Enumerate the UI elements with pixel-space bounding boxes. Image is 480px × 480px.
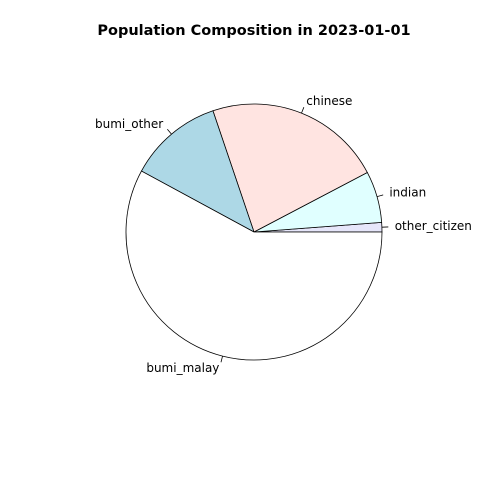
label-tick-chinese (301, 107, 305, 114)
slice-label-chinese: chinese (306, 94, 352, 108)
label-tick-bumi-malay (220, 355, 223, 363)
chart-title: Population Composition in 2023-01-01 (97, 23, 410, 39)
label-tick-bumi-other (167, 128, 172, 135)
pie-slices (125, 103, 383, 361)
slice-label-other-citizen: other_citizen (395, 219, 472, 233)
pie-slice-bumi-other (140, 110, 255, 233)
slice-label-indian: indian (389, 186, 426, 200)
label-tick-indian (376, 194, 384, 198)
slice-labels: other_citizen indian chinese bumi_otherbumi… (95, 94, 472, 375)
slice-label-bumi-malay: bumi_malay (146, 361, 219, 375)
slice-label-bumi-other: bumi_other (95, 117, 163, 131)
label-ticks (167, 107, 389, 363)
